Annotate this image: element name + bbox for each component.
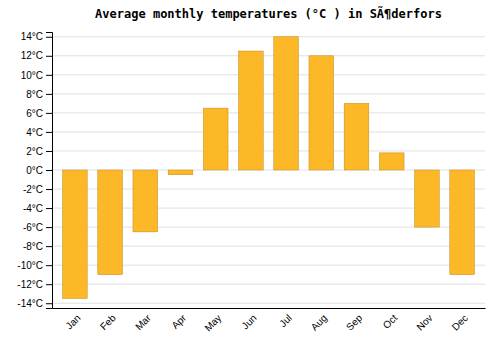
plot: -14°C -12°C -10°C -8°C -6°C -4°C -2°C 0°C 2°C 4°C… — [17, 31, 485, 333]
y-tick: -4°C — [23, 203, 52, 214]
x-tick-label: Jun — [239, 312, 258, 331]
grid-line — [52, 303, 485, 304]
bar — [168, 170, 193, 175]
bar — [415, 170, 440, 227]
y-tick: 4°C — [26, 127, 52, 138]
x-tick: Aug — [309, 308, 329, 333]
y-tick-label: 8°C — [26, 89, 43, 100]
x-tick-label: May — [202, 312, 223, 333]
bar — [133, 170, 158, 232]
bar — [379, 153, 404, 170]
y-tick-label: -12°C — [17, 279, 43, 290]
y-tick: 14°C — [21, 31, 52, 42]
y-tick-label: -4°C — [23, 203, 43, 214]
y-tick-mark — [46, 113, 52, 114]
y-tick: -14°C — [17, 298, 52, 309]
x-tick: Apr — [169, 308, 188, 331]
bar — [344, 103, 369, 170]
x-tick: Sep — [344, 308, 365, 333]
x-tick-label: Oct — [381, 312, 400, 331]
x-tick-label: Jul — [277, 312, 294, 329]
y-tick: 10°C — [21, 70, 52, 81]
y-axis: -14°C -12°C -10°C -8°C -6°C -4°C -2°C 0°C 2°C 4°C… — [17, 31, 52, 308]
y-tick-label: -6°C — [23, 222, 43, 233]
y-tick-mark — [46, 132, 52, 133]
bar — [63, 170, 88, 298]
grid-line — [52, 55, 485, 56]
y-tick-mark — [46, 94, 52, 95]
y-tick-label: -10°C — [17, 260, 43, 271]
x-tick: Jul — [277, 308, 294, 329]
x-tick-label: Dec — [450, 312, 470, 332]
y-tick-mark — [46, 37, 52, 38]
y-tick-label: -8°C — [23, 241, 43, 252]
y-tick-label: 2°C — [26, 146, 43, 157]
y-tick-mark — [46, 56, 52, 57]
x-tick-label: Apr — [169, 312, 188, 331]
x-tick: Jun — [239, 308, 258, 331]
x-tick: Feb — [98, 308, 118, 332]
bar — [98, 170, 123, 275]
chart: -14°C -12°C -10°C -8°C -6°C -4°C -2°C 0°C 2°C 4°C… — [0, 0, 500, 350]
grid-line — [52, 93, 485, 94]
y-tick-mark — [46, 284, 52, 285]
x-tick-label: Feb — [98, 312, 118, 332]
y-tick-mark — [46, 75, 52, 76]
y-tick: 0°C — [26, 165, 52, 176]
y-tick: -6°C — [23, 222, 52, 233]
y-tick-mark — [46, 303, 52, 304]
grid-line — [52, 284, 485, 285]
y-tick: -8°C — [23, 241, 52, 252]
y-tick: 6°C — [26, 108, 52, 119]
x-tick-label: Nov — [414, 312, 434, 332]
y-tick: -10°C — [17, 260, 52, 271]
grid-line — [52, 131, 485, 132]
x-tick-label: Mar — [133, 312, 153, 332]
grid-line — [52, 74, 485, 75]
y-tick-label: -14°C — [17, 298, 43, 309]
y-tick-mark — [46, 189, 52, 190]
grid — [52, 37, 485, 303]
x-tick: Oct — [381, 308, 400, 331]
y-tick-mark — [46, 151, 52, 152]
grid-line — [52, 36, 485, 37]
y-tick-label: -2°C — [23, 184, 43, 195]
y-tick-mark — [46, 170, 52, 171]
y-tick-mark — [46, 265, 52, 266]
bar — [239, 51, 264, 170]
y-tick-mark — [46, 208, 52, 209]
y-tick: 2°C — [26, 146, 52, 157]
y-tick-label: 12°C — [21, 50, 43, 61]
bar — [450, 170, 475, 275]
x-tick: Dec — [450, 308, 470, 333]
grid-line — [52, 112, 485, 113]
x-tick: Mar — [133, 308, 153, 332]
x-tick: Nov — [414, 308, 434, 333]
y-tick-mark — [46, 227, 52, 228]
y-tick-label: 14°C — [21, 31, 43, 42]
bar — [203, 108, 228, 170]
y-axis-line — [46, 33, 53, 309]
bar — [309, 56, 334, 170]
x-axis-line — [53, 308, 486, 309]
x-tick: May — [202, 308, 223, 333]
x-tick-label: Aug — [309, 312, 329, 332]
x-axis: Jan Feb Mar Apr May Jun Jul Aug Sep Oct Nov Dec — [53, 308, 486, 333]
y-tick-label: 0°C — [26, 165, 43, 176]
title: Average monthly temperatures (°C ) in SÃ… — [95, 6, 442, 21]
y-tick: 12°C — [21, 50, 52, 61]
x-tick-label: Jan — [63, 312, 82, 331]
y-tick-mark — [46, 246, 52, 247]
x-tick-label: Sep — [344, 312, 365, 333]
y-tick-label: 6°C — [26, 108, 43, 119]
y-tick: -2°C — [23, 184, 52, 195]
y-tick-label: 10°C — [21, 70, 43, 81]
y-tick-label: 4°C — [26, 127, 43, 138]
grid-line — [52, 150, 485, 151]
y-tick: -12°C — [17, 279, 52, 290]
bar — [274, 37, 299, 170]
bars — [63, 37, 475, 299]
y-tick: 8°C — [26, 89, 52, 100]
x-tick: Jan — [63, 308, 82, 331]
